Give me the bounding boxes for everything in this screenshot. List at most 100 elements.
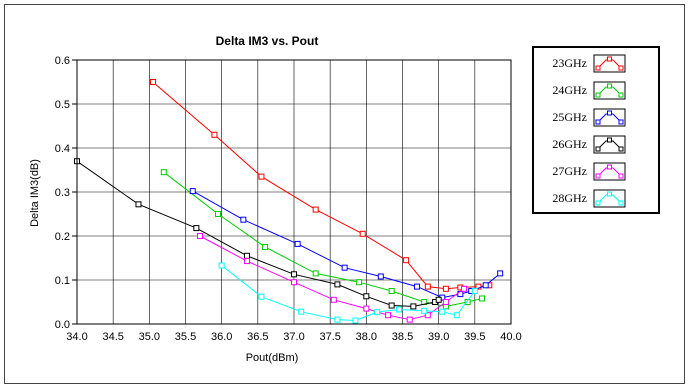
data-point — [460, 285, 467, 292]
series-line — [199, 235, 465, 321]
data-point — [193, 225, 200, 232]
data-point — [160, 169, 167, 176]
legend-label: 28GHz — [552, 191, 587, 205]
data-point — [135, 201, 142, 208]
legend-marker — [595, 173, 601, 179]
x-tick-label: 40.0 — [500, 331, 521, 343]
legend-marker — [595, 200, 601, 206]
data-point — [215, 211, 222, 217]
y-tick-label: 0.3 — [55, 187, 70, 199]
data-point — [330, 296, 337, 303]
data-point — [395, 306, 402, 313]
data-point — [388, 302, 395, 309]
legend-marker — [595, 146, 601, 152]
legend-marker — [618, 200, 624, 206]
series-layer — [74, 79, 504, 324]
data-point — [406, 316, 413, 323]
data-point — [189, 188, 196, 195]
legend-label: 24GHz — [552, 83, 587, 97]
data-point — [258, 293, 265, 300]
data-point — [363, 305, 370, 312]
legend-swatch — [593, 81, 626, 100]
data-point — [385, 312, 392, 319]
legend-marker — [595, 119, 601, 125]
series-line — [221, 265, 476, 322]
legend-marker — [607, 56, 612, 62]
data-point — [374, 309, 381, 316]
y-tick-label: 0.5 — [55, 99, 70, 111]
data-point — [356, 279, 363, 286]
data-point — [258, 173, 265, 180]
chart-panel: Delta IM3 vs. Pout Delta IM3(dB) Pout(dB… — [4, 4, 685, 384]
series-line — [192, 190, 501, 299]
x-tick-label: 37.5 — [319, 331, 340, 343]
legend-label: 27GHz — [552, 164, 587, 178]
data-point — [403, 257, 410, 264]
data-point — [352, 317, 359, 324]
data-point — [424, 312, 431, 319]
data-point — [464, 299, 471, 305]
data-point — [312, 206, 319, 213]
data-point — [211, 131, 218, 138]
y-axis-label: Delta IM3(dB) — [29, 159, 41, 227]
x-tick-label: 38.0 — [356, 331, 377, 343]
data-point — [435, 296, 442, 303]
data-point — [442, 285, 449, 292]
data-point — [442, 299, 449, 305]
series-26GHz — [74, 158, 442, 310]
data-point — [413, 283, 420, 290]
series-line — [163, 171, 483, 307]
legend-marker — [607, 191, 612, 197]
x-tick-label: 36.5 — [247, 331, 268, 343]
legend-label: 26GHz — [552, 137, 587, 151]
legend-marker — [595, 65, 601, 71]
data-point — [334, 281, 341, 288]
legend: 23GHz 24GHz 25GHz 26GHz 27GHz 28GHz — [532, 46, 660, 214]
chart: Delta IM3 vs. Pout Delta IM3(dB) Pout(dB… — [29, 34, 660, 364]
legend-swatch — [593, 189, 626, 208]
series-25GHz — [189, 188, 504, 301]
legend-marker — [595, 92, 601, 98]
data-point — [218, 262, 225, 269]
data-point — [377, 273, 384, 280]
x-tick-label: 35.0 — [139, 331, 160, 343]
legend-label: 25GHz — [552, 110, 587, 124]
x-tick-label: 39.5 — [464, 331, 485, 343]
legend-marker — [618, 65, 624, 71]
data-point — [341, 264, 348, 271]
data-point — [196, 233, 203, 239]
y-tick-label: 0.1 — [55, 275, 70, 287]
x-tick-label: 38.5 — [392, 331, 413, 343]
data-point — [410, 303, 417, 310]
data-point — [359, 230, 366, 237]
data-point — [482, 282, 489, 289]
legend-box — [532, 46, 660, 214]
data-point — [479, 295, 486, 302]
data-point — [424, 283, 431, 290]
data-point — [475, 283, 482, 290]
data-point — [312, 270, 319, 277]
y-tick-label: 0.0 — [55, 319, 70, 331]
x-tick-label: 36.0 — [211, 331, 232, 343]
data-point — [497, 270, 504, 277]
data-point — [240, 216, 247, 223]
data-point — [243, 258, 250, 265]
x-tick-label: 34.0 — [66, 331, 87, 343]
data-point — [291, 279, 297, 286]
data-point — [298, 308, 305, 315]
legend-marker — [607, 164, 612, 170]
x-tick-label: 37.0 — [283, 331, 304, 343]
legend-swatch — [593, 108, 626, 127]
y-tick-label: 0.4 — [55, 143, 70, 155]
series-23GHz — [149, 79, 493, 292]
x-tick-label: 34.5 — [102, 331, 123, 343]
legend-swatch — [593, 135, 626, 154]
data-point — [388, 288, 395, 294]
data-point — [363, 293, 370, 300]
x-tick-label: 35.5 — [175, 331, 196, 343]
legend-swatch — [593, 54, 626, 73]
legend-marker — [607, 137, 612, 143]
legend-marker — [618, 173, 624, 179]
data-point — [291, 271, 297, 278]
y-tick-label: 0.2 — [55, 231, 70, 243]
